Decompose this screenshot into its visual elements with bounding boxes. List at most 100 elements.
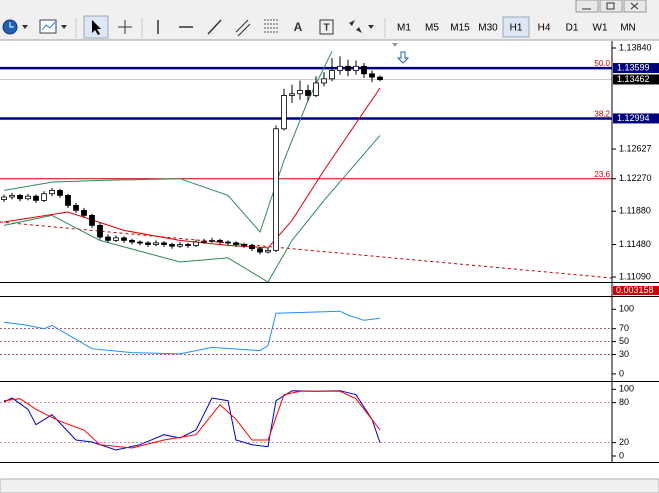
restore-icon xyxy=(606,2,615,10)
macd-value-box xyxy=(613,286,659,295)
template-line xyxy=(41,21,56,31)
candle-body xyxy=(177,244,183,247)
clock-button[interactable] xyxy=(2,19,28,35)
stoch-tick-label: 20 xyxy=(619,437,629,447)
candle-body xyxy=(73,204,79,211)
timeframe-label[interactable]: M30 xyxy=(478,23,498,34)
candle-body xyxy=(9,194,15,198)
indicator-line xyxy=(3,135,381,283)
dropdown-arrow xyxy=(368,25,374,29)
minimize-button[interactable] xyxy=(575,0,599,13)
candle-body xyxy=(97,224,103,238)
restore-button[interactable] xyxy=(599,0,623,13)
candle-body xyxy=(33,195,39,201)
candle-body xyxy=(209,239,215,242)
candle-body xyxy=(201,240,207,243)
timeframe-label[interactable]: D1 xyxy=(566,23,579,34)
candle-body xyxy=(257,248,263,253)
candle-body xyxy=(41,193,47,201)
candle-body xyxy=(121,237,127,241)
candle-body xyxy=(329,70,335,80)
price-label: 1.12627 xyxy=(619,143,652,153)
candle-body xyxy=(249,244,255,250)
price-label: 1.11090 xyxy=(619,271,651,281)
plot-area: 50.038.223.62 Jun 00:002 Jun 08:002 Jun … xyxy=(0,43,612,451)
dropdown-arrow xyxy=(22,25,28,29)
timeframe-label[interactable]: H4 xyxy=(538,23,551,34)
fib-label: 50.0 xyxy=(594,59,610,68)
timeframe-label[interactable]: M1 xyxy=(397,23,411,34)
candle-body xyxy=(145,242,151,245)
candle-body xyxy=(289,93,295,96)
candle-body xyxy=(337,65,343,71)
candle-body xyxy=(25,195,31,200)
candle-body xyxy=(17,194,23,200)
cursor-icon xyxy=(92,20,101,35)
indicator-line xyxy=(3,87,381,249)
candle-body xyxy=(57,189,63,196)
toolbar: A T M1 M5 M15 M30 H1 H4 D1 W1 MN xyxy=(0,0,659,41)
candle-body xyxy=(361,65,367,75)
level-price: 1.13599 xyxy=(617,62,650,72)
rsi-tick-label: 100 xyxy=(619,304,634,314)
candle-body xyxy=(169,244,175,247)
arrows-button[interactable] xyxy=(349,20,362,33)
trendline-button[interactable] xyxy=(207,19,222,35)
arrow-drawing xyxy=(396,51,410,64)
candle-body xyxy=(241,244,247,246)
candle-body xyxy=(281,95,287,130)
price-label: 1.12270 xyxy=(619,173,652,183)
candle-body xyxy=(313,82,319,96)
candle-body xyxy=(89,214,95,226)
timeframe-label[interactable]: M5 xyxy=(425,23,439,34)
panel-frame: 0.003158 xyxy=(0,41,659,493)
candle-body xyxy=(137,241,143,244)
price-label: 1.13840 xyxy=(619,42,652,52)
candle-body xyxy=(233,242,239,245)
candle-body xyxy=(297,90,303,95)
macd-value: 0.003158 xyxy=(616,285,654,295)
channel-button[interactable] xyxy=(235,19,251,37)
indicator-line xyxy=(3,51,333,233)
stoch-tick-label: 0 xyxy=(619,450,624,460)
fib-label: 23.6 xyxy=(594,170,610,179)
candle-body xyxy=(129,239,135,243)
candle-body xyxy=(49,189,55,195)
rsi-tick-label: 70 xyxy=(619,323,629,333)
timeframe-button[interactable] xyxy=(502,16,530,38)
candle-body xyxy=(113,237,119,241)
stoch-tick-label: 100 xyxy=(619,384,634,394)
stoch-tick-label: 80 xyxy=(619,397,629,407)
timeframe-label[interactable]: H1 xyxy=(510,23,523,34)
bid-price: 1.13462 xyxy=(617,74,650,84)
timeframe-label[interactable]: W1 xyxy=(593,23,608,34)
rsi-tick-label: 50 xyxy=(619,336,629,346)
candle-body xyxy=(193,241,199,246)
candle-body xyxy=(161,242,167,245)
label-tool-frame xyxy=(319,19,334,35)
fibonacci-button[interactable] xyxy=(264,19,278,33)
level-box xyxy=(613,113,659,124)
clock-hands xyxy=(9,22,14,28)
candle-body xyxy=(265,249,271,253)
candle-body xyxy=(81,209,87,216)
close-icon xyxy=(630,2,639,10)
text-tool-button[interactable]: A xyxy=(294,20,303,34)
tab-bar xyxy=(0,478,659,493)
candle-body xyxy=(273,128,279,251)
candle-body xyxy=(1,196,7,200)
candle-body xyxy=(353,65,359,71)
rsi-line xyxy=(3,310,381,355)
crosshair-button[interactable] xyxy=(118,20,132,34)
rsi-tick-label: 30 xyxy=(619,349,629,359)
candle-body xyxy=(153,242,159,245)
label-tool-button[interactable]: T xyxy=(323,23,329,34)
candle-body xyxy=(321,78,327,84)
level-box xyxy=(613,63,659,74)
stoch-line xyxy=(3,390,381,449)
candle-body xyxy=(345,65,351,71)
template-button[interactable] xyxy=(39,19,67,34)
timeframe-label[interactable]: M15 xyxy=(450,23,470,34)
timeframe-label[interactable]: MN xyxy=(620,23,636,34)
